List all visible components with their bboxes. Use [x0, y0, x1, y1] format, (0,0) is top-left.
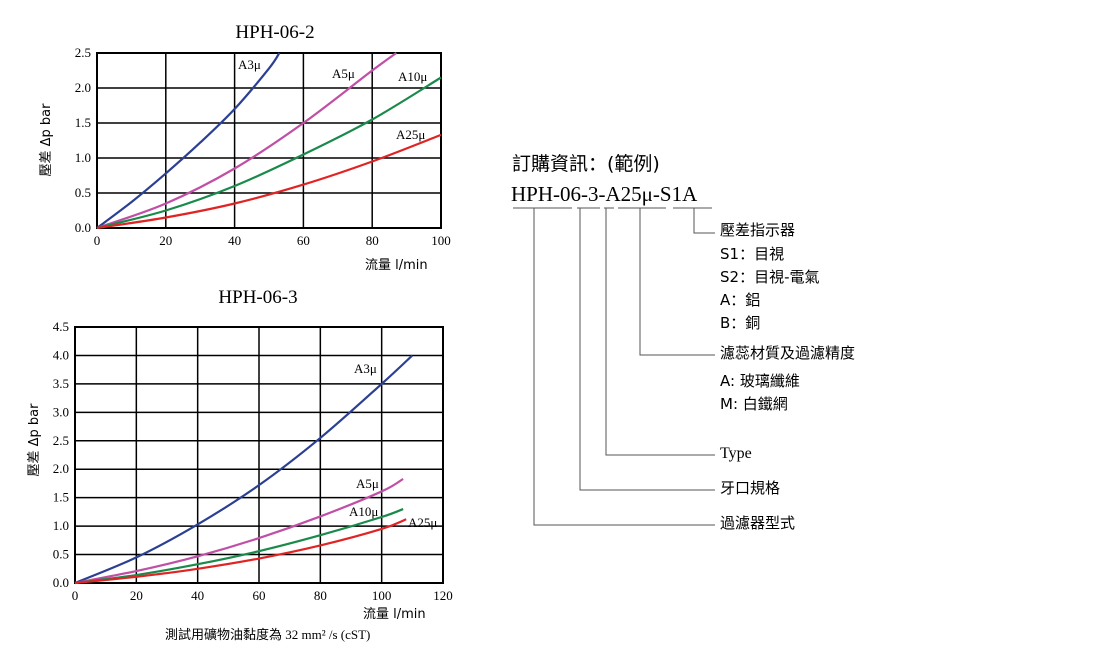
series-line-a25u — [96, 133, 442, 230]
y-tick-label: 4.0 — [53, 347, 69, 362]
series-label: A10μ — [349, 504, 378, 519]
x-tick-label: 80 — [366, 233, 379, 248]
order-item-element: 濾蕊材質及過濾精度 A: 玻璃纖維 M: 白鐵網 — [720, 344, 855, 413]
chart-hph-06-3: HPH-06-3 0 20 40 60 80 100 120 0.0 0.5 1.0 1.5 2.0 2.… — [27, 287, 453, 622]
chart-title: HPH-06-2 — [235, 22, 314, 43]
order-item-line: A：鋁 — [720, 291, 760, 309]
series-label: A25μ — [396, 127, 425, 142]
x-tick-label: 60 — [253, 588, 266, 603]
x-tick-label: 0 — [94, 233, 101, 248]
x-tick-label: 120 — [433, 588, 453, 603]
order-item-type: Type — [720, 445, 752, 462]
series-label: A3μ — [238, 57, 261, 72]
series-label: A25μ — [408, 515, 437, 530]
y-tick-label: 1.0 — [53, 518, 69, 533]
y-tick-label: 2.0 — [53, 461, 69, 476]
series-line-a25u — [74, 518, 407, 585]
order-item-filter-type: 過濾器型式 — [720, 514, 795, 532]
series-label: A10μ — [398, 69, 427, 84]
y-tick-label: 0.0 — [75, 220, 91, 235]
y-axis-label: 壓差 Δp bar — [27, 403, 42, 477]
x-tick-label: 60 — [297, 233, 310, 248]
order-info: 訂購資訊：(範例) HPH-06-3-A25μ-S1A 壓差指示器 S1：目視 … — [511, 153, 855, 532]
series-line-a3u — [74, 354, 414, 585]
viscosity-note: 測試用礦物油黏度為 32 mm² /s (cST) — [165, 627, 370, 642]
order-item-line: M: 白鐵網 — [720, 395, 788, 413]
x-tick-label: 40 — [228, 233, 241, 248]
series-line-a5u — [96, 52, 397, 230]
order-item-line: 濾蕊材質及過濾精度 — [720, 344, 855, 362]
y-tick-label: 1.0 — [75, 150, 91, 165]
x-tick-label: 0 — [72, 588, 79, 603]
x-tick-label: 80 — [314, 588, 327, 603]
plot-frame — [96, 52, 442, 229]
series-line-a3u — [96, 52, 281, 229]
x-axis-label: 流量 l/min — [363, 607, 426, 622]
series-line-a10u — [74, 508, 404, 585]
chart-title: HPH-06-3 — [218, 287, 297, 308]
y-tick-label: 0.5 — [53, 547, 69, 562]
x-axis-label: 流量 l/min — [365, 258, 428, 273]
series-line-a10u — [96, 76, 442, 230]
order-item-line: S2：目視-電氣 — [720, 268, 819, 286]
y-tick-label: 1.5 — [75, 115, 91, 130]
order-item-line: A: 玻璃纖維 — [720, 372, 800, 390]
series-label: A3μ — [354, 361, 377, 376]
order-code: HPH-06-3-A25μ-S1A — [511, 182, 698, 206]
plot-frame — [74, 326, 444, 584]
series-label: A5μ — [332, 66, 355, 81]
order-item-line: 壓差指示器 — [720, 221, 795, 239]
y-tick-label: 4.5 — [53, 319, 69, 334]
y-tick-label: 1.5 — [53, 490, 69, 505]
chart-hph-06-2: HPH-06-2 0 20 40 60 80 100 0.0 0.5 1.0 1.5 2.0 2.5 A3… — [39, 22, 451, 273]
y-tick-label: 3.0 — [53, 404, 69, 419]
order-item-port: 牙口規格 — [720, 479, 780, 497]
y-tick-label: 2.5 — [75, 45, 91, 60]
x-tick-label: 20 — [159, 233, 172, 248]
x-tick-label: 40 — [191, 588, 204, 603]
y-axis-label: 壓差 Δp bar — [39, 103, 54, 177]
x-tick-label: 100 — [372, 588, 392, 603]
order-item-line: B：銅 — [720, 314, 760, 332]
y-tick-label: 0.5 — [75, 185, 91, 200]
x-tick-label: 100 — [431, 233, 451, 248]
order-item-indicator: 壓差指示器 S1：目視 S2：目視-電氣 A：鋁 B：銅 — [720, 221, 819, 332]
y-tick-label: 2.0 — [75, 80, 91, 95]
y-tick-label: 3.5 — [53, 376, 69, 391]
series-line-a5u — [74, 477, 404, 585]
y-tick-label: 0.0 — [53, 575, 69, 590]
order-item-line: S1：目視 — [720, 245, 784, 263]
code-connectors — [533, 208, 715, 526]
y-tick-label: 2.5 — [53, 433, 69, 448]
series-label: A5μ — [356, 476, 379, 491]
order-heading: 訂購資訊：(範例) — [512, 153, 660, 175]
x-tick-label: 20 — [130, 588, 143, 603]
